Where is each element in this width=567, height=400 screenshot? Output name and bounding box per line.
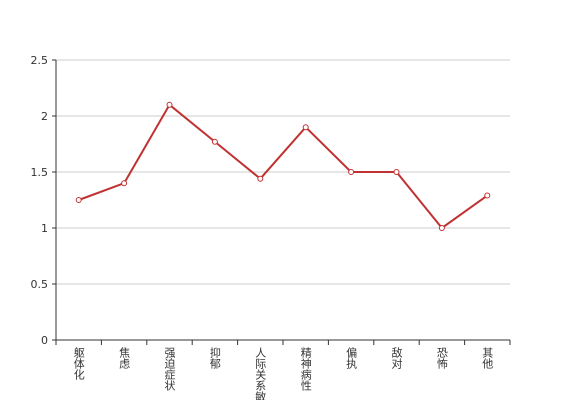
point <box>393 169 400 175</box>
y-tick-label: 1.5 <box>31 166 49 179</box>
x-tick-label: 恐怖 <box>435 347 448 369</box>
x-tick-label: 其他 <box>481 347 494 369</box>
line <box>78 103 488 230</box>
point <box>257 175 264 182</box>
x-tick-label: 精神病性 <box>299 347 312 392</box>
y-tick-label: 1 <box>41 222 48 235</box>
x-tick-label: 偏执 <box>345 346 358 370</box>
y-tick-label: 2.5 <box>31 54 49 67</box>
point <box>484 192 491 199</box>
x-tick-label: 强迫症状 <box>163 347 176 391</box>
y-tick-label: 0.5 <box>31 278 49 291</box>
y-tick-label: 0 <box>41 334 48 347</box>
point <box>121 180 128 187</box>
x-tick-label: 人际关系敏感 <box>254 347 267 400</box>
x-tick-label: 躯体化 <box>72 347 85 381</box>
x-tick-label: 抑郁 <box>208 346 221 369</box>
x-tick-label: 敌对 <box>390 346 403 369</box>
point <box>302 124 309 131</box>
point <box>438 225 445 231</box>
x-tick-label: 焦虑 <box>118 347 131 369</box>
y-tick-label: 2 <box>41 110 48 123</box>
point <box>75 197 82 203</box>
point <box>348 169 355 175</box>
point <box>211 138 218 145</box>
point <box>166 101 173 108</box>
